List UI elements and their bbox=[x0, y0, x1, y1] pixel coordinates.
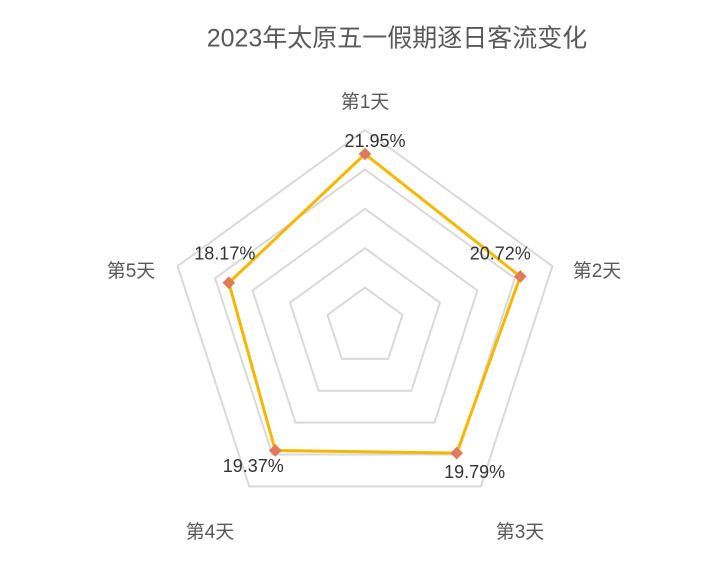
marker bbox=[222, 276, 236, 290]
value-label: 21.95% bbox=[344, 131, 405, 151]
marker bbox=[358, 147, 372, 161]
grid-ring bbox=[326, 286, 404, 360]
category-label: 第5天 bbox=[107, 260, 156, 282]
series-line bbox=[227, 152, 523, 455]
marker bbox=[450, 446, 464, 460]
chart-title: 2023年太原五一假期逐日客流变化 bbox=[207, 25, 588, 53]
category-label: 第2天 bbox=[573, 260, 622, 282]
grid-ring bbox=[251, 207, 479, 424]
value-label: 19.79% bbox=[444, 462, 505, 482]
marker bbox=[268, 444, 282, 457]
value-label: 20.72% bbox=[470, 243, 531, 263]
category-label: 第4天 bbox=[186, 521, 235, 543]
value-label: 19.37% bbox=[223, 456, 284, 476]
grid-ring bbox=[288, 246, 442, 392]
category-label: 第1天 bbox=[341, 91, 390, 113]
value-label: 18.17% bbox=[194, 244, 255, 264]
grid-ring bbox=[213, 168, 517, 456]
grid-ring bbox=[176, 128, 554, 488]
category-label: 第3天 bbox=[496, 521, 545, 543]
